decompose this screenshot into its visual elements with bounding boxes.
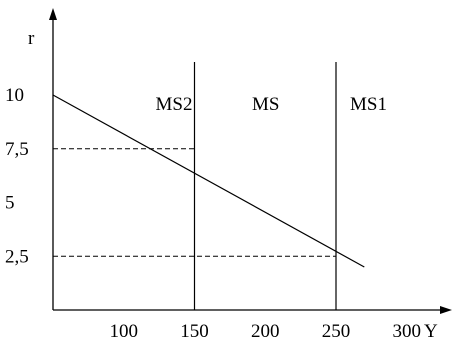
x-tick-label-300: 300: [393, 321, 422, 342]
y-axis-label: r: [28, 28, 35, 49]
x-tick-label-150: 150: [180, 321, 209, 342]
x-axis-arrow: [440, 306, 452, 314]
x-axis-label: Y: [424, 321, 438, 342]
vertical-line-label-ms2: MS2: [156, 94, 193, 115]
y-tick-label-3: 2,5: [5, 246, 29, 267]
annotation-ms: MS: [252, 94, 279, 115]
x-tick-label-100: 100: [110, 321, 139, 342]
vertical-line-label-ms1: MS1: [350, 94, 387, 115]
x-tick-label-250: 250: [322, 321, 351, 342]
y-tick-label-2: 5: [5, 193, 15, 214]
y-tick-label-1: 7,5: [5, 139, 29, 160]
x-tick-label-200: 200: [251, 321, 280, 342]
series-line-0: [52, 94, 365, 268]
y-tick-label-0: 10: [5, 85, 24, 106]
y-axis-arrow: [49, 8, 57, 20]
